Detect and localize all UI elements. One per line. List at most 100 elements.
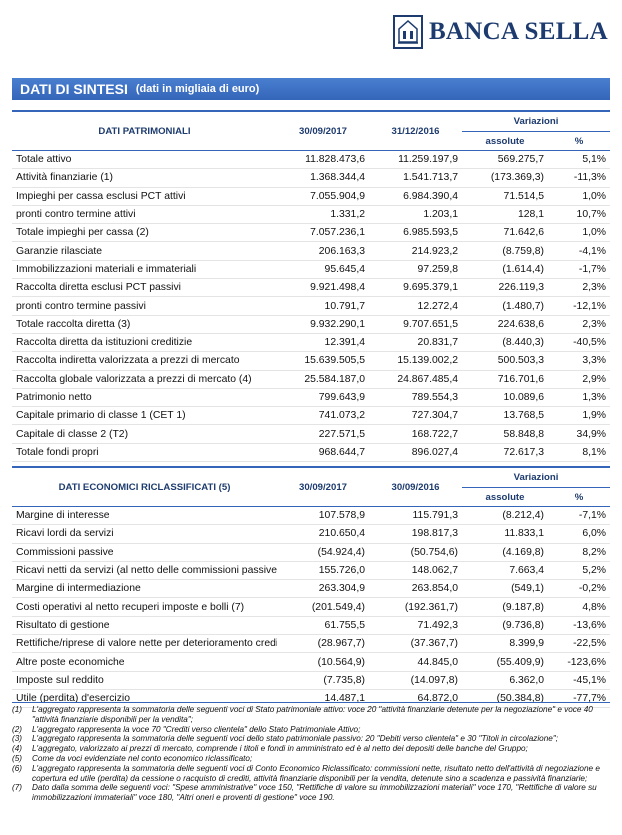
label-cell: Raccolta diretta da istituzioni creditiz… <box>12 333 277 353</box>
value-cell: 64.872,0 <box>369 689 462 709</box>
value-cell: 6,0% <box>548 524 611 544</box>
table-row: pronti contro termine attivi 1.331,2 1.203… <box>12 205 611 225</box>
value-cell: (14.097,8) <box>369 671 462 690</box>
value-cell: 148.062,7 <box>369 561 462 581</box>
value-cell: 44.845,0 <box>369 652 462 672</box>
value-cell: 1,9% <box>548 406 611 426</box>
value-cell: -40,5% <box>548 333 611 353</box>
label-cell: Garanzie rilasciate <box>12 241 277 261</box>
value-cell: -4,1% <box>548 241 611 261</box>
value-cell: (50.754,6) <box>369 543 462 562</box>
label-cell: Impieghi per cassa esclusi PCT attivi <box>12 187 277 206</box>
value-cell: (201.549,4) <box>277 597 369 617</box>
value-cell: 2,3% <box>548 315 611 334</box>
value-cell: 5,2% <box>548 561 611 581</box>
header-cell: 30/09/2017 <box>298 481 347 493</box>
table-row: Costi operativi al netto recuperi impost… <box>12 597 611 617</box>
value-cell: 12.391,4 <box>277 333 369 353</box>
table-row: Margine di interesse 107.578,9 115.791,3 (8… <box>12 506 611 526</box>
table-header: DATI PATRIMONIALI 30/09/2017 31/12/2016 Var… <box>12 111 611 151</box>
value-cell: 20.831,7 <box>369 333 462 353</box>
table-row: Attività finanziarie (1) 1.368.344,4 1.541… <box>12 168 611 188</box>
value-cell: 741.073,2 <box>277 406 369 426</box>
label-cell: Commissioni passive <box>12 543 277 562</box>
label-cell: Margine di interesse <box>12 506 277 526</box>
value-cell: 168.722,7 <box>369 424 462 444</box>
subtitle: (dati in migliaia di euro) <box>135 83 260 95</box>
value-cell: 1.368.344,4 <box>277 168 369 188</box>
value-cell: 15.639.505,5 <box>277 351 369 371</box>
value-cell: -1,7% <box>548 260 611 280</box>
note-marker: (1) <box>12 705 23 714</box>
value-cell: 1.541.713,7 <box>369 168 462 188</box>
value-cell: (9.187,8) <box>462 597 548 617</box>
logo-emblem <box>392 15 423 49</box>
note: (2) L'aggregato rappresenta la voce 70 "C… <box>12 725 610 735</box>
label-cell: Attività finanziarie (1) <box>12 168 277 188</box>
value-cell: 2,3% <box>548 278 611 298</box>
value-cell: (8.759,8) <box>462 241 548 261</box>
value-cell: 107.578,9 <box>277 506 369 526</box>
note-text: L'aggregato, valorizzato ai prezzi di me… <box>32 744 528 754</box>
note-text: L'aggregato rappresenta la voce 70 "Cred… <box>32 724 361 734</box>
value-cell: 61.755,5 <box>277 616 369 636</box>
logo-text: BANCA SELLA <box>428 18 608 45</box>
value-cell: 968.644,7 <box>277 443 369 463</box>
label-cell: Imposte sul reddito <box>12 671 277 690</box>
value-cell: 1.331,2 <box>277 205 369 225</box>
table-row: Patrimonio netto 799.643,9 789.554,3 10.089… <box>12 388 611 408</box>
value-cell: 72.617,3 <box>462 443 548 463</box>
value-cell: (50.384,8) <box>462 689 548 709</box>
value-cell: 9.921.498,4 <box>277 278 369 298</box>
table-economici: DATI ECONOMICI RICLASSIFICATI (5) 30/09/2… <box>12 466 611 709</box>
value-cell: 1.203,1 <box>369 205 462 225</box>
note: (6) L'aggregato rappresenta la sommatoria… <box>12 764 610 784</box>
label-cell: Patrimonio netto <box>12 388 277 408</box>
table-row: Totale raccolta diretta (3) 9.932.290,1 9.… <box>12 315 611 334</box>
value-cell: -77,7% <box>548 689 611 709</box>
value-cell: -0,2% <box>548 579 611 599</box>
value-cell: 5,1% <box>548 150 611 170</box>
value-cell: 6.985.593,5 <box>369 223 462 243</box>
value-cell: (28.967,7) <box>277 634 369 654</box>
label-cell: Risultato di gestione <box>12 616 277 636</box>
value-cell: 2,9% <box>548 370 611 389</box>
header-row: DATI ECONOMICI RICLASSIFICATI (5) 30/09/2… <box>12 467 611 493</box>
note-text: L'aggregato rappresenta la sommatoria de… <box>32 734 559 744</box>
label-cell: Totale attivo <box>12 150 277 170</box>
label-cell: pronti contro termine passivi <box>12 296 277 316</box>
value-cell: 71.492,3 <box>369 616 462 636</box>
header-sub: % <box>574 135 584 147</box>
value-cell: 1,3% <box>548 388 611 408</box>
value-cell: 727.304,7 <box>369 406 462 426</box>
note-text: L'aggregato rappresenta la sommatoria de… <box>32 705 593 724</box>
table-row: Capitale di classe 2 (T2) 227.571,5 168.72… <box>12 424 611 444</box>
value-cell: 10.791,7 <box>277 296 369 316</box>
value-cell: -45,1% <box>548 671 611 690</box>
table-row: Totale impieghi per cassa (2) 7.057.236,1… <box>12 223 611 243</box>
value-cell: 263.854,0 <box>369 579 462 599</box>
value-cell: 34,9% <box>548 424 611 444</box>
value-cell: 214.923,2 <box>369 241 462 261</box>
label-cell: pronti contro termine attivi <box>12 205 277 225</box>
note-marker: (7) <box>12 783 23 793</box>
header-row: assolute% <box>12 132 610 151</box>
label-cell: Ricavi lordi da servizi <box>12 524 277 544</box>
value-cell: (7.735,8) <box>277 671 369 690</box>
value-cell: 58.848,8 <box>462 424 548 444</box>
table-row: Capitale primario di classe 1 (CET 1) 741… <box>12 406 611 426</box>
value-cell: -12,1% <box>548 296 611 316</box>
value-cell: 4,8% <box>548 597 611 617</box>
table-row: Utile (perdita) d'esercizio 14.487,1 64.87… <box>12 689 611 709</box>
value-cell: 6.984.390,4 <box>369 187 462 206</box>
value-cell: 263.304,9 <box>277 579 369 599</box>
table-row: Commissioni passive (54.924,4) (50.754,6)(… <box>12 543 611 562</box>
value-cell: (549,1) <box>462 579 548 599</box>
value-cell: 128,1 <box>462 205 548 225</box>
table-row: Impieghi per cassa esclusi PCT attivi 7.0… <box>12 187 611 206</box>
label-cell: Immobilizzazioni materiali e immateriali <box>12 260 277 280</box>
note: (4) L'aggregato, valorizzato ai prezzi di… <box>12 744 610 754</box>
value-cell: -123,6% <box>548 652 611 672</box>
header-row: assolute% <box>12 488 610 507</box>
table-row: Raccolta indiretta valorizzata a prezzi … <box>12 351 611 371</box>
